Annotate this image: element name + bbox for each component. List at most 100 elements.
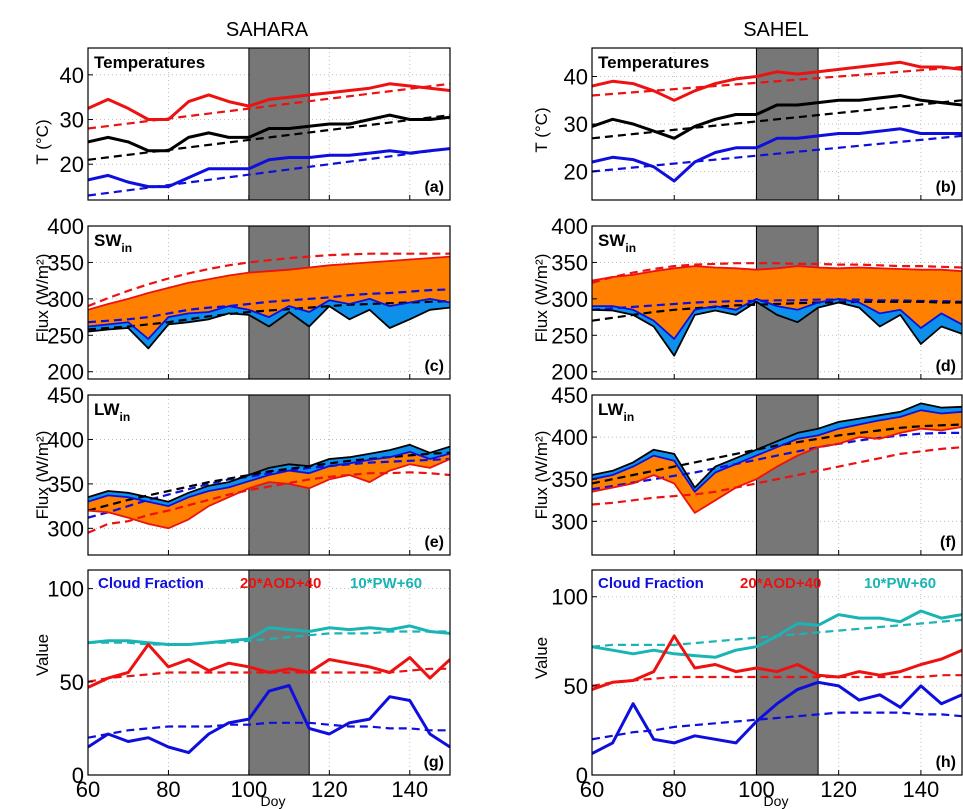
panel-tag: (a) bbox=[424, 179, 444, 196]
column-title-sahel: SAHEL bbox=[743, 19, 809, 41]
y-tick-label: 400 bbox=[551, 214, 588, 239]
shaded-period bbox=[755, 569, 819, 776]
series-line-red-solid bbox=[592, 634, 962, 691]
series-line-blue-solid bbox=[88, 298, 450, 340]
panel-title-subscript: in bbox=[121, 241, 132, 255]
shaded-period bbox=[755, 47, 819, 201]
y-tick-label: 20 bbox=[60, 152, 84, 177]
series-line-black-dashed bbox=[88, 114, 450, 161]
series-line-black-solid bbox=[88, 113, 450, 153]
series-line-blue-dashed bbox=[88, 147, 450, 197]
ylabel-temperature-left: T (°C) bbox=[33, 119, 52, 164]
series-line-blue-solid bbox=[592, 409, 962, 493]
y-tick-label: 100 bbox=[47, 577, 84, 602]
column-title-sahara: SAHARA bbox=[226, 19, 309, 41]
panel-title: Temperatures bbox=[94, 53, 205, 72]
x-tick-label: 60 bbox=[580, 777, 604, 802]
y-tick-label: 400 bbox=[47, 427, 84, 452]
series-line-blue-solid bbox=[592, 298, 962, 340]
y-tick-label: 350 bbox=[47, 250, 84, 275]
legend-cloud-fraction: Cloud Fraction bbox=[98, 575, 204, 592]
band-lower bbox=[592, 410, 962, 513]
panel-tag: (c) bbox=[424, 358, 444, 375]
series-line-blue-dashed bbox=[88, 721, 450, 739]
xlabel-left: Doy bbox=[261, 793, 286, 809]
series-line-red-dashed bbox=[88, 82, 450, 130]
series-line-blue-dashed bbox=[592, 134, 962, 173]
axes-frame bbox=[87, 569, 451, 776]
ylabel-flux-lw-right: Flux (W/m²) bbox=[532, 431, 551, 520]
y-tick-label: 300 bbox=[47, 287, 84, 312]
panel-tag: (f) bbox=[940, 534, 956, 551]
band-upper bbox=[592, 266, 962, 339]
y-tick-label: 350 bbox=[551, 467, 588, 492]
ylabel-flux-lw-left: Flux (W/m²) bbox=[33, 431, 52, 520]
y-tick-label: 300 bbox=[551, 509, 588, 534]
axes-frame bbox=[591, 225, 963, 380]
y-tick-label: 40 bbox=[564, 65, 588, 90]
legend-pw: 10*PW+60 bbox=[864, 575, 936, 592]
ylabel-flux-sw-right: Flux (W/m²) bbox=[532, 254, 551, 343]
series-line-red-dashed bbox=[88, 252, 450, 308]
series-line-red-dashed bbox=[592, 674, 962, 687]
series-line-red-dashed bbox=[592, 65, 962, 97]
series-line-red-solid bbox=[592, 60, 962, 102]
y-tick-label: 100 bbox=[551, 585, 588, 610]
y-tick-label: 400 bbox=[551, 425, 588, 450]
axes-frame bbox=[87, 225, 451, 380]
panel-tag: (e) bbox=[424, 534, 444, 551]
y-tick-label: 300 bbox=[551, 287, 588, 312]
axes-frame bbox=[87, 47, 451, 201]
panel-title-subscript: in bbox=[120, 410, 131, 424]
band-lower bbox=[88, 298, 450, 349]
ylabel-flux-sw-left: Flux (W/m²) bbox=[33, 254, 52, 343]
series-line-red-solid bbox=[88, 643, 450, 689]
series-line-black-solid bbox=[592, 402, 962, 489]
series-line-red-dashed bbox=[592, 446, 962, 506]
series-line-black-solid bbox=[88, 443, 450, 503]
x-tick-label: 100 bbox=[738, 777, 775, 802]
series-line-black-dashed bbox=[592, 99, 962, 140]
panel-tag: (d) bbox=[936, 358, 956, 375]
y-tick-label: 400 bbox=[47, 214, 84, 239]
series-line-cyan-dashed bbox=[88, 630, 450, 646]
panel-tag: (b) bbox=[936, 179, 956, 196]
series-line-black-solid bbox=[592, 300, 962, 357]
panel-tag: (g) bbox=[424, 754, 444, 771]
series-line-black-dashed bbox=[88, 299, 450, 331]
series-line-black-solid bbox=[88, 305, 450, 350]
x-tick-label: 120 bbox=[820, 777, 857, 802]
y-tick-label: 200 bbox=[551, 360, 588, 385]
y-tick-label: 0 bbox=[576, 763, 588, 788]
series-line-black-solid bbox=[592, 94, 962, 140]
series-line-black-dashed bbox=[592, 300, 962, 322]
x-tick-label: 120 bbox=[311, 777, 348, 802]
panel-b: 20 30 40 Temperatures (b) bbox=[564, 47, 963, 201]
y-tick-label: 40 bbox=[60, 63, 84, 88]
y-tick-label: 30 bbox=[60, 108, 84, 133]
ylabel-temperature-right: T (°C) bbox=[532, 107, 551, 152]
series-line-blue-solid bbox=[88, 451, 450, 507]
x-tick-label: 60 bbox=[76, 777, 100, 802]
axes-frame bbox=[591, 569, 963, 776]
y-tick-label: 300 bbox=[47, 516, 84, 541]
y-tick-label: 450 bbox=[551, 383, 588, 408]
series-line-red-solid bbox=[88, 255, 450, 311]
y-tick-label: 350 bbox=[551, 250, 588, 275]
y-tick-label: 200 bbox=[47, 360, 84, 385]
legend-cloud-fraction: Cloud Fraction bbox=[598, 575, 704, 592]
axes-frame bbox=[87, 394, 451, 556]
y-tick-label: 250 bbox=[551, 323, 588, 348]
panel-a: 20 30 40 Temperatures (a) bbox=[60, 47, 451, 201]
series-line-blue-dashed bbox=[592, 711, 962, 741]
band-lower bbox=[592, 298, 962, 356]
y-tick-label: 20 bbox=[564, 160, 588, 185]
y-tick-label: 250 bbox=[47, 323, 84, 348]
panel-h: 0 50 100 60 80 100 120 140 Cloud Fraction 20*AOD+… bbox=[551, 569, 963, 802]
x-tick-label: 100 bbox=[231, 777, 268, 802]
